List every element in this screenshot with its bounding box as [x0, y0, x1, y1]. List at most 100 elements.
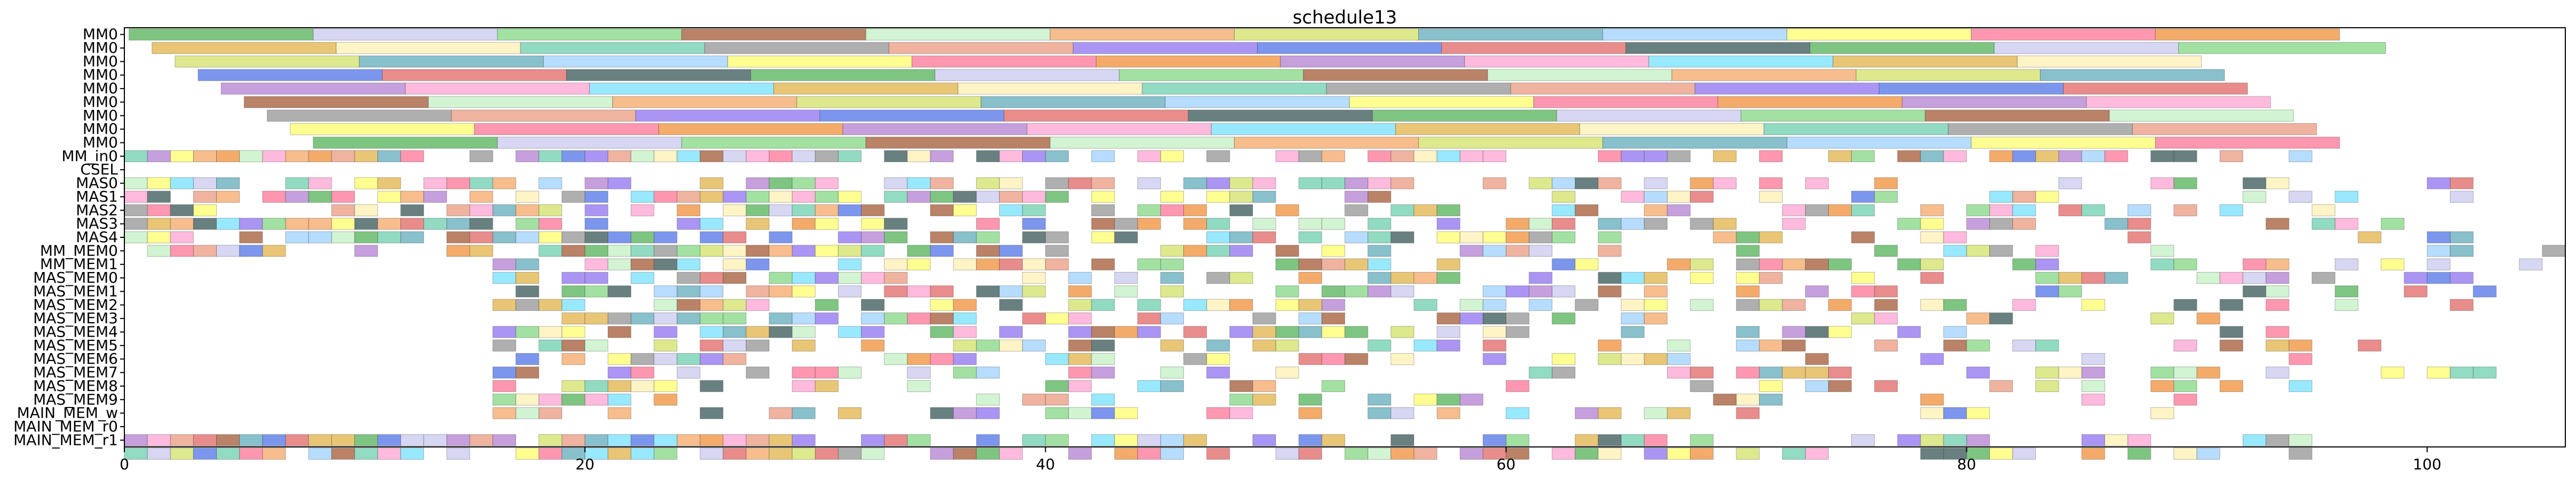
- task-bar: [331, 150, 355, 163]
- task-bar: [884, 271, 908, 284]
- task-bar: [1206, 218, 1230, 230]
- task-bar: [2127, 447, 2151, 460]
- task-bar: [930, 407, 954, 419]
- task-bar: [2449, 231, 2474, 244]
- task-bar: [884, 285, 908, 298]
- task-bar: [1183, 353, 1207, 365]
- task-bar: [515, 150, 540, 163]
- task-bar: [1643, 447, 1668, 460]
- task-bar: [474, 123, 659, 135]
- task-bar: [2196, 366, 2221, 379]
- task-bar: [1671, 69, 1856, 81]
- task-bar: [1298, 218, 1322, 230]
- task-bar: [1183, 177, 1207, 189]
- task-bar: [354, 177, 378, 189]
- task-bar: [1234, 137, 1419, 149]
- task-bar: [308, 177, 332, 189]
- task-bar: [2081, 150, 2105, 163]
- task-bar: [1482, 353, 1506, 365]
- task-bar: [1368, 394, 1392, 406]
- task-bar: [1666, 447, 1691, 460]
- y-tick-label: MM_in0: [61, 147, 118, 165]
- task-bar: [1920, 271, 1944, 284]
- task-bar: [1390, 285, 1415, 298]
- task-bar: [2311, 271, 2336, 284]
- task-bar: [2104, 271, 2128, 284]
- task-bar: [1321, 353, 1345, 365]
- task-bar: [2058, 204, 2082, 217]
- task-bar: [562, 245, 586, 257]
- task-bar: [865, 28, 1050, 41]
- task-bar: [746, 299, 770, 311]
- task-bar: [1556, 109, 1742, 122]
- task-bar: [2449, 366, 2474, 379]
- task-bar: [630, 434, 654, 446]
- task-bar: [723, 312, 747, 325]
- task-bar: [837, 231, 862, 244]
- x-tick-label: 80: [1957, 455, 1977, 473]
- task-bar: [1690, 380, 1714, 393]
- task-bar: [1787, 137, 1972, 149]
- y-tick-label: MAS_MEM6: [33, 350, 118, 367]
- task-bar: [2017, 55, 2202, 68]
- task-bar: [2427, 231, 2451, 244]
- task-bar: [1966, 204, 1990, 217]
- task-bar: [1828, 258, 1852, 270]
- task-bar: [953, 447, 977, 460]
- task-bar: [1321, 299, 1345, 311]
- task-bar: [2335, 258, 2359, 270]
- y-tick-label: MM0: [83, 66, 118, 84]
- task-bar: [1114, 271, 1138, 284]
- task-bar: [492, 339, 516, 351]
- task-bar: [331, 231, 355, 244]
- task-bar: [700, 339, 724, 351]
- task-bar: [1229, 394, 1253, 406]
- task-bar: [1643, 204, 1668, 217]
- task-bar: [769, 312, 793, 325]
- task-bar: [1137, 204, 1161, 217]
- task-bar: [331, 204, 355, 217]
- task-bar: [1621, 434, 1645, 446]
- task-bar: [1206, 150, 1230, 163]
- task-bar: [907, 245, 931, 257]
- task-bar: [515, 285, 540, 298]
- task-bar: [837, 245, 862, 257]
- task-bar: [700, 326, 724, 338]
- task-bar: [1878, 82, 2064, 95]
- task-bar: [1482, 231, 1506, 244]
- task-bar: [1598, 231, 1622, 244]
- task-bar: [1989, 204, 2013, 217]
- task-bar: [1552, 231, 1576, 244]
- task-bar: [2035, 150, 2059, 163]
- task-bar: [1068, 326, 1092, 338]
- task-bar: [562, 190, 586, 203]
- task-bar: [1022, 258, 1046, 270]
- task-bar: [423, 434, 447, 446]
- task-bar: [1142, 82, 1327, 95]
- task-bar: [2427, 366, 2451, 379]
- task-bar: [815, 380, 839, 393]
- task-bar: [1966, 434, 1990, 446]
- task-bar: [700, 285, 724, 298]
- task-bar: [653, 312, 677, 325]
- task-bar: [1252, 326, 1276, 338]
- task-bar: [999, 204, 1023, 217]
- task-bar: [1828, 366, 1852, 379]
- task-bar: [147, 447, 171, 460]
- task-bar: [653, 326, 677, 338]
- task-bar: [1989, 312, 2013, 325]
- task-bar: [1713, 177, 1737, 189]
- task-bar: [2358, 339, 2382, 351]
- task-bar: [1390, 177, 1415, 189]
- task-bar: [907, 366, 931, 379]
- task-bar: [584, 204, 609, 217]
- task-bar: [676, 150, 701, 163]
- task-bar: [400, 434, 424, 446]
- task-bar: [492, 204, 516, 217]
- task-bar: [1390, 150, 1415, 163]
- task-bar: [907, 258, 931, 270]
- task-bar: [451, 109, 636, 122]
- task-bar: [861, 447, 885, 460]
- task-bar: [216, 177, 240, 189]
